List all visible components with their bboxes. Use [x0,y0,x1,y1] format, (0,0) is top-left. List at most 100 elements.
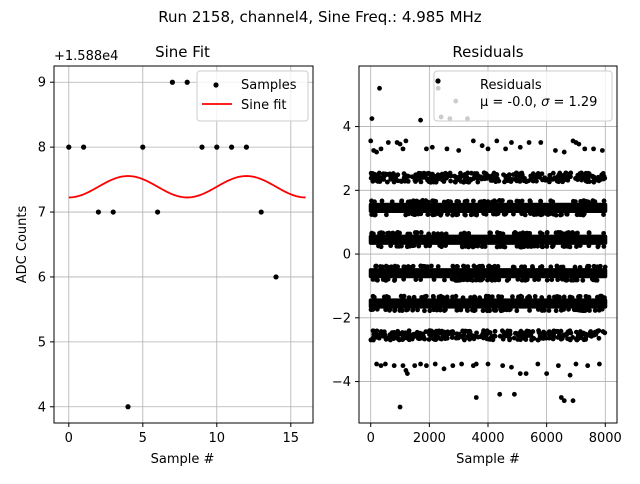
residual-point [369,116,375,121]
residual-point [379,198,385,204]
residual-point [418,179,424,185]
residual-point [485,199,491,205]
residual-point [546,331,551,337]
residual-point [399,308,405,313]
residual-point [416,175,422,181]
sample-point [110,209,116,215]
sine-fit-frame [53,65,314,424]
residual-point [576,141,582,147]
y-tick-label: −4 [332,375,351,390]
residual-point [510,294,515,300]
residuals-legend: Residuals μ = -0.0, σ = 1.29 [433,70,613,122]
residual-point [429,263,434,269]
residual-point [554,294,560,299]
residual-point [558,212,563,218]
residual-point [405,173,411,179]
residual-point [433,179,439,185]
residual-point [403,138,409,144]
residual-point [443,307,448,313]
residual-point [510,172,516,178]
residual-point [439,328,445,334]
residual-band [368,202,608,213]
sine-fit-offset-label: +1.588e4 [54,49,118,64]
residual-point [492,277,498,283]
residual-point [495,230,501,236]
residual-point [432,212,438,217]
residual-point [381,173,387,179]
residual-point [368,337,374,343]
residual-point [377,177,383,183]
residual-point [465,243,470,249]
residual-point [508,199,514,205]
residual-point [497,333,503,339]
residual-point [515,276,521,282]
residual-point [384,212,389,218]
residual-point [520,230,526,236]
y-tick-label: 4 [38,400,46,415]
x-tick-label: 6000 [530,431,563,446]
residual-point [422,264,428,269]
residual-point [459,244,465,250]
residual-point [553,308,559,314]
legend-residuals-marker [435,78,441,84]
residual-point [430,293,436,299]
residual-point [387,171,393,177]
residual-point [473,361,479,367]
residual-point [397,230,402,236]
residual-point [489,294,495,300]
residual-point [596,335,602,341]
residual-point [443,333,449,339]
residual-point [501,211,507,217]
residual-point [595,176,601,181]
residual-point [500,198,505,203]
residual-point [601,212,606,217]
residual-point [577,243,583,248]
residual-point [455,278,461,283]
residual-point [411,294,417,300]
residual-point [527,294,533,300]
residual-point [554,264,560,270]
residual-point [395,336,400,341]
residual-point [379,264,385,270]
residual-point [402,264,408,270]
residual-point [497,391,503,397]
residual-point [423,243,429,249]
residual-point [380,332,386,338]
residual-point [374,361,379,367]
residual-point [448,173,454,179]
y-tick-label: 5 [38,335,46,350]
residual-point [555,277,561,283]
residual-point [441,366,447,372]
residual-point [578,212,583,218]
residual-point [566,306,571,312]
residual-point [388,175,394,181]
residual-point [594,277,600,283]
residual-point [507,306,513,312]
x-tick-label: 15 [283,431,300,446]
residual-point [385,140,391,145]
residual-point [483,211,489,217]
residual-point [448,330,453,336]
residual-point [591,174,597,180]
residual-point [433,328,439,334]
residual-point [418,230,424,235]
residual-point [378,146,384,152]
x-tick-label: 0 [367,431,375,446]
residual-point [492,333,498,339]
residual-point [578,198,584,204]
residual-point [561,307,567,312]
residuals-title: Residuals [452,43,523,61]
residual-point [432,361,438,367]
residual-point [597,263,603,269]
residual-point [560,264,566,270]
residual-point [587,308,592,313]
residual-point [412,363,418,369]
residual-point [418,277,424,282]
y-tick-label: −2 [332,311,351,326]
residual-point [459,361,465,367]
residual-point [480,308,486,314]
sine-fit-plot-area [66,79,306,410]
x-tick-label: 2000 [413,431,446,446]
residual-point [544,277,550,283]
